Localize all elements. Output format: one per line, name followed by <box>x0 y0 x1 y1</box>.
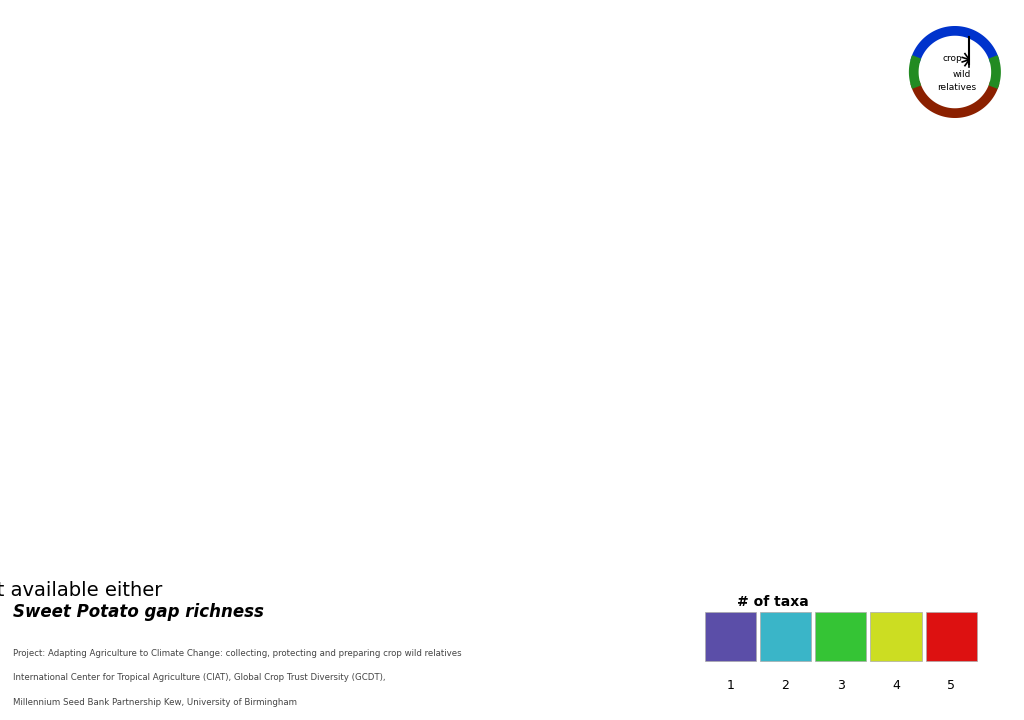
Text: Millennium Seed Bank Partnership Kew, University of Birmingham: Millennium Seed Bank Partnership Kew, Un… <box>13 698 297 707</box>
Bar <box>705 613 756 662</box>
Text: 1: 1 <box>726 678 734 691</box>
Text: 3: 3 <box>837 678 845 691</box>
Text: # of taxa: # of taxa <box>737 595 809 609</box>
Text: 4: 4 <box>892 678 900 691</box>
Bar <box>926 613 977 662</box>
Text: relatives: relatives <box>937 83 977 92</box>
Text: ❄: ❄ <box>962 40 980 59</box>
Text: Sweet Potato gap richness: Sweet Potato gap richness <box>13 603 264 621</box>
Text: 5: 5 <box>947 678 955 691</box>
Text: wild: wild <box>953 70 972 78</box>
Text: Project: Adapting Agriculture to Climate Change: collecting, protecting and prep: Project: Adapting Agriculture to Climate… <box>13 649 462 658</box>
Bar <box>760 613 811 662</box>
Text: International Center for Tropical Agriculture (CIAT), Global Crop Trust Diversit: International Center for Tropical Agricu… <box>13 673 385 683</box>
Bar <box>815 613 866 662</box>
Text: geopandas not available either: geopandas not available either <box>0 581 162 600</box>
Bar <box>870 613 922 662</box>
Text: 2: 2 <box>781 678 790 691</box>
Text: crop: crop <box>943 54 963 63</box>
